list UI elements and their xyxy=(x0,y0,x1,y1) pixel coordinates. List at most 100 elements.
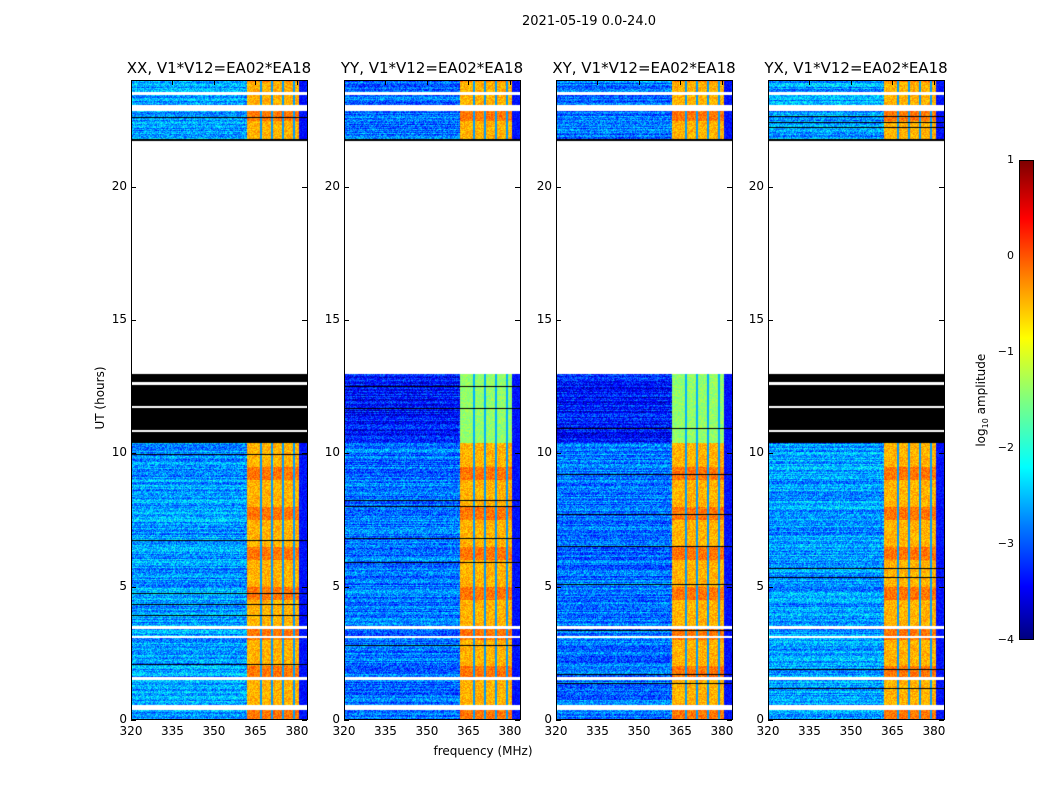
x-tick-label: 335 xyxy=(374,724,397,738)
y-tick-mark xyxy=(131,186,136,188)
waterfall-panel-1 xyxy=(344,80,521,720)
y-tick-mark xyxy=(344,720,349,721)
y-tick-mark xyxy=(344,453,349,455)
y-tick-label: 0 xyxy=(332,712,340,726)
x-tick-label: 365 xyxy=(881,724,904,738)
waterfall-heatmap xyxy=(132,81,307,719)
y-tick-mark xyxy=(302,720,307,721)
colorbar-tick-label: −1 xyxy=(997,345,1014,358)
x-tick-label: 335 xyxy=(586,724,609,738)
y-tick-mark xyxy=(727,320,732,321)
y-tick-label: 5 xyxy=(544,578,552,593)
x-tick-mark xyxy=(131,80,132,85)
y-tick-label: 10 xyxy=(324,445,340,460)
y-tick-label: 10 xyxy=(111,445,127,460)
y-tick-label: 5 xyxy=(332,578,340,593)
y-tick-label: 20 xyxy=(536,178,552,193)
x-tick-label: 320 xyxy=(756,724,780,738)
y-tick-label: 0 xyxy=(544,712,552,726)
x-tick-label: 335 xyxy=(798,724,821,738)
x-tick-label: 380 xyxy=(285,724,309,738)
y-tick-label: 15 xyxy=(324,312,340,326)
y-tick-label: 15 xyxy=(748,312,764,326)
y-tick-mark xyxy=(302,186,307,188)
y-tick-label: 20 xyxy=(748,178,764,193)
waterfall-heatmap xyxy=(769,81,944,719)
y-tick-mark xyxy=(727,453,732,455)
y-tick-mark xyxy=(768,586,773,588)
y-tick-mark xyxy=(939,720,944,721)
y-tick-label: 10 xyxy=(748,445,764,460)
figure-title: 2021-05-19 0.0-24.0 xyxy=(522,14,656,29)
x-tick-mark xyxy=(933,80,935,85)
y-axis-label: UT (hours) xyxy=(93,366,107,430)
panel-title: XY, V1*V12=EA02*EA18 xyxy=(552,59,736,77)
x-tick-mark xyxy=(597,80,599,85)
x-tick-label: 365 xyxy=(244,724,267,738)
y-tick-mark xyxy=(768,320,773,321)
colorbar-tick-label: 0 xyxy=(1007,249,1014,262)
y-tick-mark xyxy=(131,453,136,455)
x-tick-label: 350 xyxy=(839,724,863,738)
x-tick-label: 320 xyxy=(544,724,568,738)
y-tick-label: 20 xyxy=(324,178,340,193)
y-tick-label: 15 xyxy=(111,312,127,326)
colorbar-tick-label: 1 xyxy=(1007,153,1014,166)
panel-title: YX, V1*V12=EA02*EA18 xyxy=(764,59,948,77)
y-tick-mark xyxy=(727,586,732,588)
y-tick-label: 0 xyxy=(119,712,127,726)
panel-title: XX, V1*V12=EA02*EA18 xyxy=(126,59,312,77)
y-tick-mark xyxy=(727,186,732,188)
x-tick-mark xyxy=(809,80,811,85)
waterfall-heatmap xyxy=(345,81,520,719)
x-tick-mark xyxy=(509,80,511,85)
y-tick-label: 5 xyxy=(756,578,764,593)
panel-title: YY, V1*V12=EA02*EA18 xyxy=(340,59,524,77)
x-tick-mark xyxy=(172,80,174,85)
x-tick-mark xyxy=(468,80,470,85)
x-tick-mark xyxy=(255,80,257,85)
y-tick-mark xyxy=(556,720,561,721)
waterfall-panel-3 xyxy=(768,80,945,720)
x-tick-label: 380 xyxy=(498,724,522,738)
x-tick-label: 320 xyxy=(119,724,143,738)
x-tick-label: 365 xyxy=(669,724,692,738)
colorbar-label-rest: amplitude xyxy=(973,353,988,419)
y-tick-label: 0 xyxy=(756,712,764,726)
y-tick-mark xyxy=(302,320,307,321)
y-tick-label: 10 xyxy=(536,445,552,460)
waterfall-heatmap xyxy=(557,81,732,719)
y-tick-mark xyxy=(344,586,349,588)
y-tick-mark xyxy=(515,586,520,588)
x-tick-mark xyxy=(680,80,682,85)
colorbar xyxy=(1019,160,1034,640)
x-tick-label: 350 xyxy=(202,724,226,738)
x-tick-mark xyxy=(638,80,640,85)
colorbar-tick-label: −3 xyxy=(997,537,1014,550)
colorbar-label-sub: 10 xyxy=(981,418,991,429)
colorbar-label-main: log xyxy=(973,428,988,447)
x-tick-mark xyxy=(213,80,215,85)
y-tick-mark xyxy=(768,720,773,721)
waterfall-panel-2 xyxy=(556,80,733,720)
x-tick-label: 335 xyxy=(161,724,184,738)
y-tick-mark xyxy=(515,720,520,721)
y-tick-label: 15 xyxy=(536,312,552,326)
y-tick-mark xyxy=(556,453,561,455)
y-tick-mark xyxy=(344,320,349,321)
x-tick-mark xyxy=(768,80,769,85)
x-axis-label: frequency (MHz) xyxy=(433,744,533,758)
x-tick-label: 350 xyxy=(415,724,439,738)
y-tick-mark xyxy=(302,453,307,455)
colorbar-tick-label: −4 xyxy=(997,633,1014,646)
x-tick-mark xyxy=(426,80,428,85)
y-tick-mark xyxy=(939,453,944,455)
y-tick-mark xyxy=(515,453,520,455)
x-tick-mark xyxy=(296,80,298,85)
colorbar-tick-label: −2 xyxy=(997,441,1014,454)
y-tick-mark xyxy=(768,453,773,455)
y-tick-mark xyxy=(939,186,944,188)
x-tick-mark xyxy=(344,80,345,85)
y-tick-label: 20 xyxy=(111,178,127,193)
